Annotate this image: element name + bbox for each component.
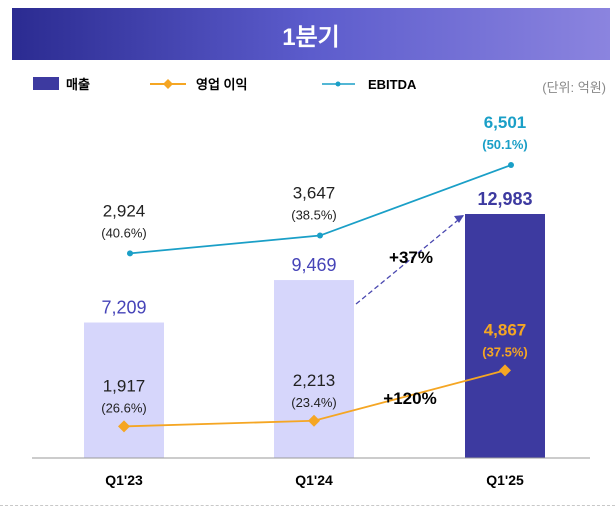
margin-label-operating-profit-0: (26.6%): [101, 400, 147, 415]
annotation-operating-profit-growth: +120%: [383, 389, 436, 408]
point-ebitda-0: [127, 250, 133, 257]
x-tick-label-0: Q1'23: [105, 472, 143, 488]
unit-note: (단위: 억원): [542, 80, 606, 95]
point-ebitda-2: [508, 162, 514, 169]
data-label-ebitda-0: 2,924: [103, 201, 146, 220]
margin-label-operating-profit-1: (23.4%): [291, 395, 337, 410]
legend-label-ebitda: EBITDA: [368, 77, 417, 92]
point-operating-profit-2: [499, 364, 511, 377]
point-operating-profit-0: [118, 420, 130, 433]
margin-label-ebitda-1: (38.5%): [291, 208, 337, 223]
legend-label-operating-profit: 영업 이익: [196, 77, 247, 92]
legend-marker-operating-profit: [163, 79, 173, 89]
growth-arrowhead-revenue: [454, 215, 464, 223]
legend-swatch-revenue: [33, 77, 59, 90]
chart-title-banner: 1분기: [12, 8, 610, 60]
data-label-revenue-1: 9,469: [291, 255, 336, 275]
margin-label-ebitda-2: (50.1%): [482, 137, 528, 152]
data-label-ebitda-1: 3,647: [293, 184, 336, 203]
data-label-revenue-2: 12,983: [477, 189, 532, 209]
bar-revenue-0: [84, 322, 164, 458]
margin-label-ebitda-0: (40.6%): [101, 225, 147, 240]
data-label-ebitda-2: 6,501: [484, 113, 527, 132]
bottom-divider: [0, 505, 615, 506]
x-tick-label-2: Q1'25: [486, 472, 524, 488]
data-label-operating-profit-0: 1,917: [103, 376, 146, 395]
bar-revenue-2: [465, 214, 545, 458]
chart-title: 1분기: [282, 23, 340, 51]
point-operating-profit-1: [308, 414, 320, 427]
margin-label-operating-profit-2: (37.5%): [482, 344, 528, 359]
legend-marker-ebitda: [335, 81, 341, 87]
bar-revenue-1: [274, 280, 354, 458]
data-label-operating-profit-2: 4,867: [484, 320, 527, 339]
data-label-revenue-0: 7,209: [101, 298, 146, 318]
growth-arrow-revenue: [355, 215, 464, 305]
annotation-revenue-growth: +37%: [389, 248, 433, 267]
data-label-operating-profit-1: 2,213: [293, 371, 336, 390]
legend-label-revenue: 매출: [66, 77, 90, 92]
point-ebitda-1: [317, 232, 323, 239]
x-tick-label-1: Q1'24: [295, 472, 333, 488]
